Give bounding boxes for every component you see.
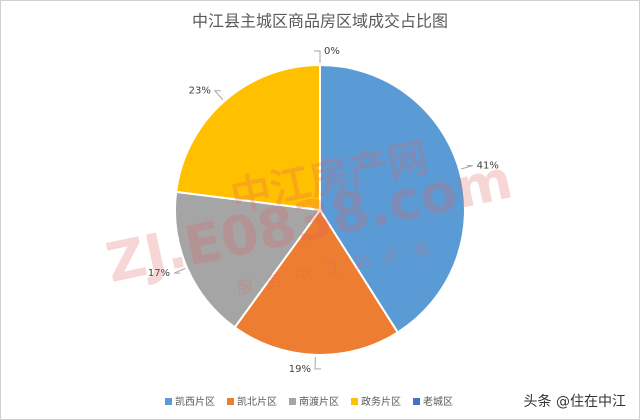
legend-swatch bbox=[351, 398, 358, 405]
legend-swatch bbox=[289, 398, 296, 405]
legend-label: 政务片区 bbox=[361, 395, 401, 408]
leader-line bbox=[213, 90, 224, 101]
data-label: 19% bbox=[289, 364, 311, 375]
legend-label: 南渡片区 bbox=[299, 395, 339, 408]
leader-line bbox=[173, 267, 186, 274]
pie-slice bbox=[233, 208, 400, 356]
data-label: 41% bbox=[477, 161, 499, 172]
legend-label: 凯北片区 bbox=[237, 395, 277, 408]
leader-line bbox=[314, 50, 321, 63]
legend-label: 凯西片区 bbox=[175, 395, 215, 408]
pie: 41% 19% 17% 23% 0% bbox=[148, 46, 499, 375]
legend-label: 老城区 bbox=[423, 395, 453, 408]
data-label: 17% bbox=[148, 268, 170, 279]
data-label: 0% bbox=[324, 46, 340, 57]
pie-slice bbox=[175, 63, 321, 212]
legend-swatch bbox=[165, 398, 172, 405]
leader-line bbox=[461, 165, 473, 170]
legend-swatch bbox=[413, 398, 420, 405]
pie-slice bbox=[174, 190, 322, 329]
leader-line bbox=[314, 356, 322, 370]
source: 头条 @住在中江 bbox=[524, 393, 626, 410]
legend: 凯西片区 凯北片区 南渡片区 政务片区 老城区 bbox=[165, 395, 453, 408]
data-label: 23% bbox=[189, 86, 211, 97]
legend-swatch bbox=[227, 398, 234, 405]
chart-title: 中江县主城区商品房区域成交占比图 bbox=[192, 12, 448, 31]
